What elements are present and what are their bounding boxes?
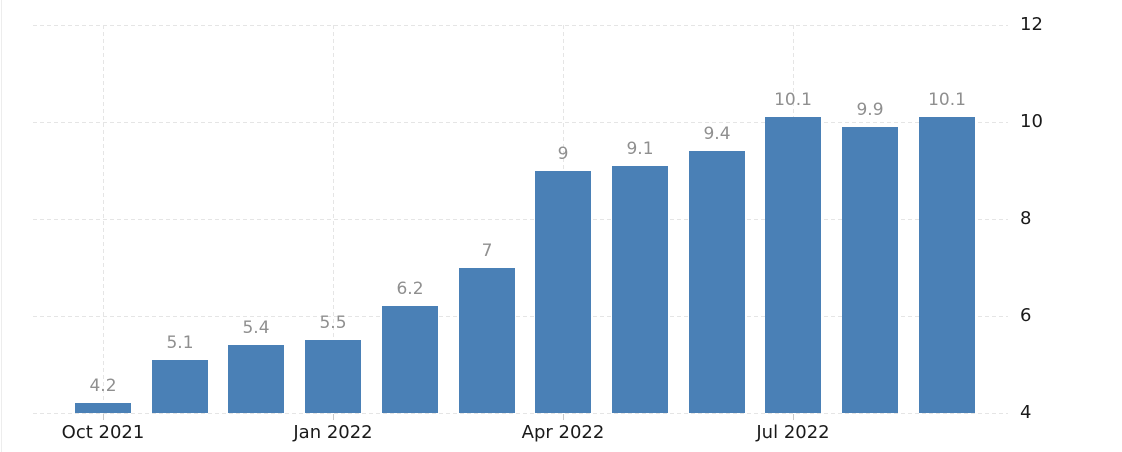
bar-value-label: 5.1	[166, 333, 194, 353]
x-axis-tick-label: Apr 2022	[521, 422, 605, 443]
bar-nov-2021[interactable]	[152, 360, 208, 413]
bar-value-label: 10.1	[774, 90, 812, 110]
vertical-gridline	[333, 25, 334, 413]
bar-value-label: 9.9	[856, 100, 884, 120]
bar-value-label: 9.4	[703, 124, 731, 144]
x-axis-tick	[793, 414, 794, 420]
y-axis-tick-label: 4	[1020, 402, 1032, 423]
x-axis-tick-label: Jan 2022	[293, 422, 373, 443]
x-axis-tick	[333, 414, 334, 420]
bar-value-label: 7	[481, 241, 493, 261]
bar-value-label: 5.5	[319, 313, 347, 333]
x-axis-tick	[563, 414, 564, 420]
x-axis-tick-label: Jul 2022	[756, 422, 830, 443]
vertical-gridline	[103, 25, 104, 413]
bar-jul-2022[interactable]	[765, 117, 821, 413]
bar-oct-2021[interactable]	[75, 403, 131, 413]
bar-value-label: 4.2	[89, 376, 117, 396]
bar-value-label: 10.1	[928, 90, 966, 110]
bar-value-label: 9	[557, 144, 569, 164]
horizontal-gridline	[33, 316, 1008, 317]
horizontal-gridline	[33, 413, 1008, 414]
x-axis-tick	[103, 414, 104, 420]
bar-apr-2022[interactable]	[535, 171, 591, 413]
bar-jan-2022[interactable]	[305, 340, 361, 413]
bar-value-label: 9.1	[626, 139, 654, 159]
y-axis-tick-label: 8	[1020, 208, 1032, 229]
bar-feb-2022[interactable]	[382, 306, 438, 413]
bar-aug-2022[interactable]	[842, 127, 898, 413]
bar-may-2022[interactable]	[612, 166, 668, 413]
horizontal-gridline	[33, 219, 1008, 220]
bar-mar-2022[interactable]	[459, 268, 515, 413]
x-axis-tick-label: Oct 2021	[61, 422, 145, 443]
chart-left-border	[1, 0, 2, 452]
bar-value-label: 5.4	[242, 318, 270, 338]
y-axis-tick-label: 6	[1020, 305, 1032, 326]
bar-sep-2022[interactable]	[919, 117, 975, 413]
bar-jun-2022[interactable]	[689, 151, 745, 413]
horizontal-gridline	[33, 122, 1008, 123]
bar-dec-2021[interactable]	[228, 345, 284, 413]
y-axis-tick-label: 12	[1020, 14, 1043, 35]
y-axis-tick-label: 10	[1020, 111, 1043, 132]
horizontal-gridline	[33, 25, 1008, 26]
bar-value-label: 6.2	[396, 279, 424, 299]
